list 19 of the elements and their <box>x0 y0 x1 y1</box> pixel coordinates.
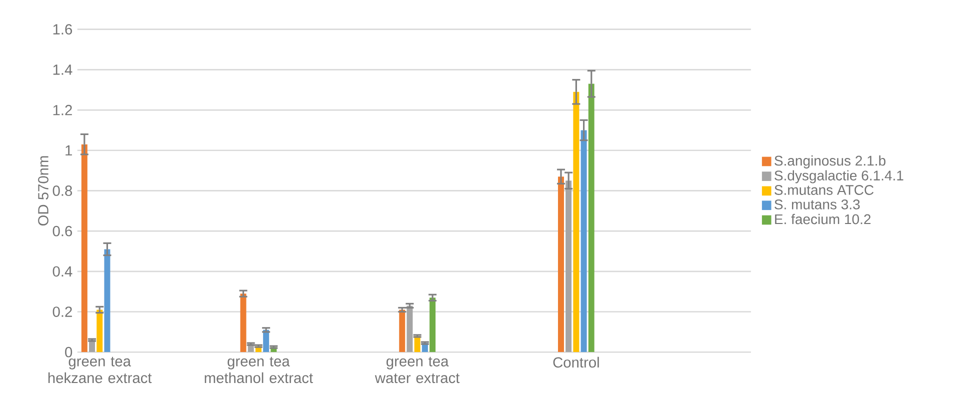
legend-label: E. faecium 10.2 <box>775 214 871 224</box>
y-tick-label: 0.2 <box>52 306 72 318</box>
y-tick-label: 0.4 <box>52 266 72 277</box>
y-tick-label: 1.2 <box>53 105 72 116</box>
x-tick-label: green tea methanol extract <box>204 356 313 384</box>
y-tick-label: 1.6 <box>53 24 72 35</box>
y-tick-label: 1 <box>66 145 72 156</box>
y-axis-title: OD 570nm <box>38 156 48 226</box>
x-tick-label: green tea water extract <box>374 356 460 384</box>
y-tick-label: 0.6 <box>52 226 72 236</box>
legend-label: S. mutans 3.3 <box>774 200 860 210</box>
y-tick-label: 0.8 <box>52 186 72 196</box>
x-tick-label: green tea hekzane extract <box>48 356 152 384</box>
y-tick-label: 1.4 <box>53 64 72 75</box>
legend-label: S.anginosus 2.1.b <box>774 155 886 169</box>
y-tick-label: 0 <box>65 347 72 358</box>
legend-label: S.mutans ATCC <box>774 185 874 196</box>
legend-label: S.dysgalactie 6.1.4.1 <box>774 170 904 184</box>
x-tick-label: Control <box>553 356 599 368</box>
